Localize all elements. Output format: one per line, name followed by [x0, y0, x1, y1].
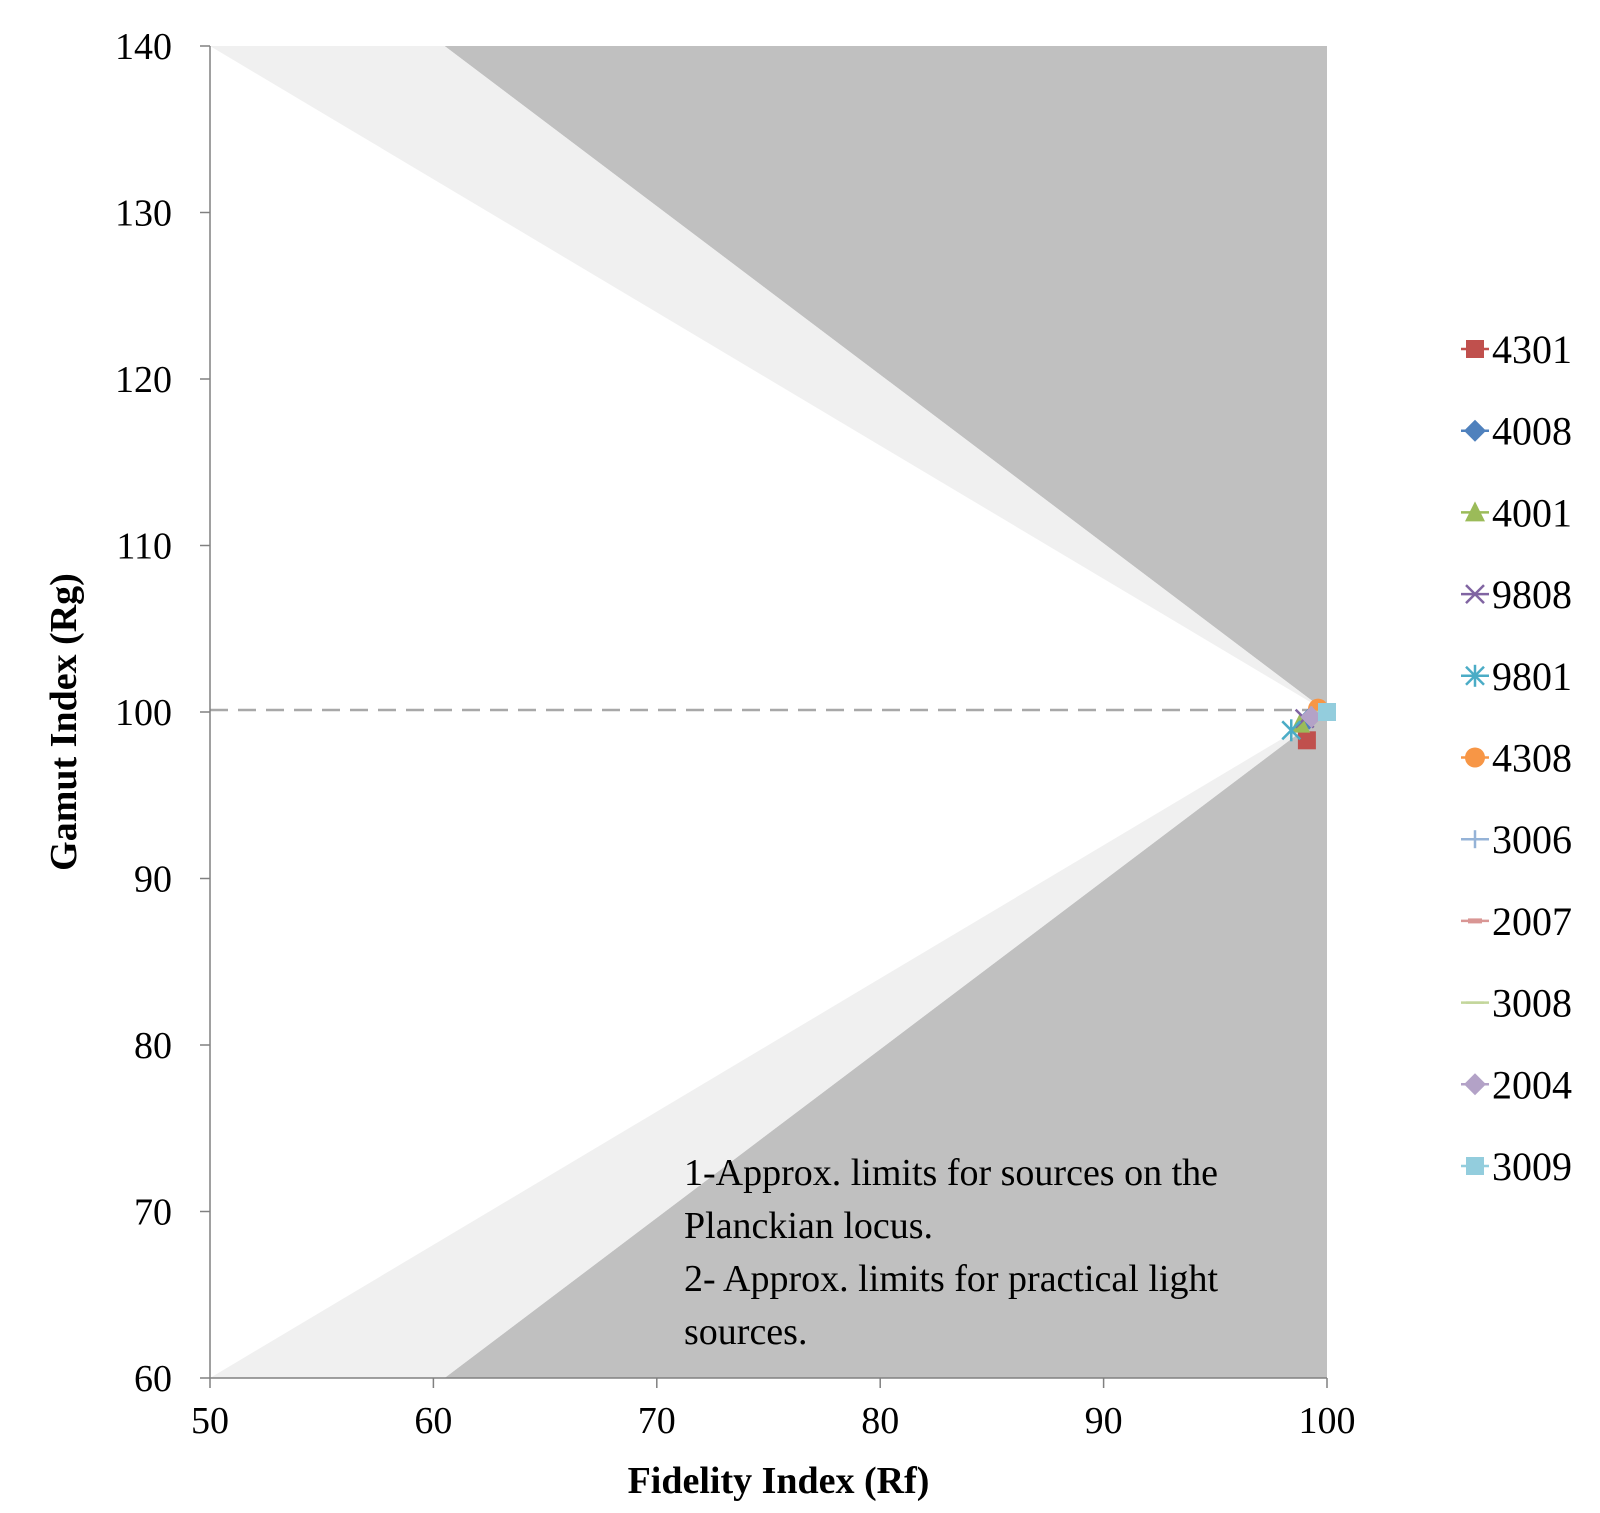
- legend-label: 4008: [1492, 409, 1572, 454]
- legend: 4301 4008 4001 9808 9801 4308 3006 2007 3008 2004…: [1461, 327, 1572, 1189]
- legend-item-9808: 9808: [1461, 572, 1572, 617]
- marker-stroke: [1465, 584, 1485, 604]
- data-points: [1281, 698, 1336, 750]
- legend-item-4001: 4001: [1461, 490, 1572, 535]
- annotation-line: 2- Approx. limits for practical light: [684, 1258, 1218, 1300]
- limit-regions: [210, 46, 1327, 1378]
- legend-item-4008: 4008: [1461, 409, 1572, 454]
- legend-item-3009: 3009: [1461, 1144, 1572, 1189]
- x-tick-label: 80: [861, 1400, 899, 1442]
- y-tick-label: 100: [115, 692, 172, 734]
- legend-marker: [1464, 1073, 1486, 1096]
- legend-label: 4308: [1492, 736, 1572, 781]
- legend-marker: [1466, 1157, 1484, 1175]
- legend-item-4301: 4301: [1461, 327, 1572, 372]
- legend-label: 9808: [1492, 572, 1572, 617]
- legend-label: 4001: [1492, 490, 1572, 535]
- legend-item-2007: 2007: [1461, 899, 1572, 944]
- y-tick-label: 120: [115, 359, 172, 401]
- axis-ticks: 50 60 70 80 90 100 60 70 80 90 100 110 120 130 140: [115, 26, 1356, 1442]
- legend-label: 3006: [1492, 817, 1572, 862]
- legend-label: 2007: [1492, 899, 1572, 944]
- legend-label: 3008: [1492, 981, 1572, 1026]
- y-tick-label: 60: [134, 1358, 172, 1400]
- data-point-3009: [1318, 703, 1336, 721]
- legend-label: 3009: [1492, 1144, 1572, 1189]
- legend-label: 9801: [1492, 654, 1572, 699]
- annotation-line: Planckian locus.: [684, 1205, 933, 1247]
- y-tick-label: 70: [134, 1192, 172, 1234]
- legend-item-9801: 9801: [1461, 654, 1572, 699]
- legend-item-4308: 4308: [1461, 736, 1572, 781]
- legend-marker: [1465, 501, 1485, 522]
- legend-label: 2004: [1492, 1062, 1572, 1107]
- planckian-limit-band-upper: [210, 46, 1327, 712]
- planckian-limit-band-lower: [210, 712, 1327, 1378]
- annotation-line: 1-Approx. limits for sources on the: [684, 1152, 1218, 1194]
- legend-label: 4301: [1492, 327, 1572, 372]
- y-tick-label: 130: [115, 193, 172, 235]
- data-point-2004: [1300, 705, 1323, 728]
- practical-limit-region-lower: [444, 712, 1327, 1378]
- y-tick-label: 110: [116, 526, 172, 568]
- legend-item-3008: 3008: [1461, 981, 1572, 1026]
- legend-marker: [1466, 830, 1484, 849]
- legend-marker: [1465, 747, 1485, 768]
- legend-item-3006: 3006: [1461, 817, 1572, 862]
- legend-marker: [1466, 340, 1484, 358]
- x-tick-label: 90: [1085, 1400, 1123, 1442]
- x-tick-label: 50: [191, 1400, 229, 1442]
- x-tick-label: 70: [638, 1400, 676, 1442]
- data-point-4301: [1297, 731, 1316, 750]
- legend-marker: [1465, 584, 1485, 604]
- legend-marker: [1468, 918, 1482, 924]
- y-tick-label: 140: [115, 26, 172, 68]
- y-tick-label: 80: [134, 1025, 172, 1067]
- x-tick-label: 100: [1299, 1400, 1356, 1442]
- legend-marker: [1465, 664, 1485, 687]
- annotation-line: sources.: [684, 1311, 807, 1353]
- x-axis-title: Fidelity Index (Rf): [628, 1460, 930, 1502]
- practical-limit-region-upper: [444, 46, 1327, 712]
- data-point-9801: [1281, 719, 1302, 742]
- x-tick-label: 60: [414, 1400, 452, 1442]
- y-tick-label: 90: [134, 859, 172, 901]
- legend-item-2004: 2004: [1461, 1062, 1572, 1107]
- legend-marker: [1464, 419, 1486, 442]
- annotation-note: 1-Approx. limits for sources on the Planc…: [684, 1152, 1218, 1353]
- y-axis-title: Gamut Index (Rg): [43, 573, 85, 871]
